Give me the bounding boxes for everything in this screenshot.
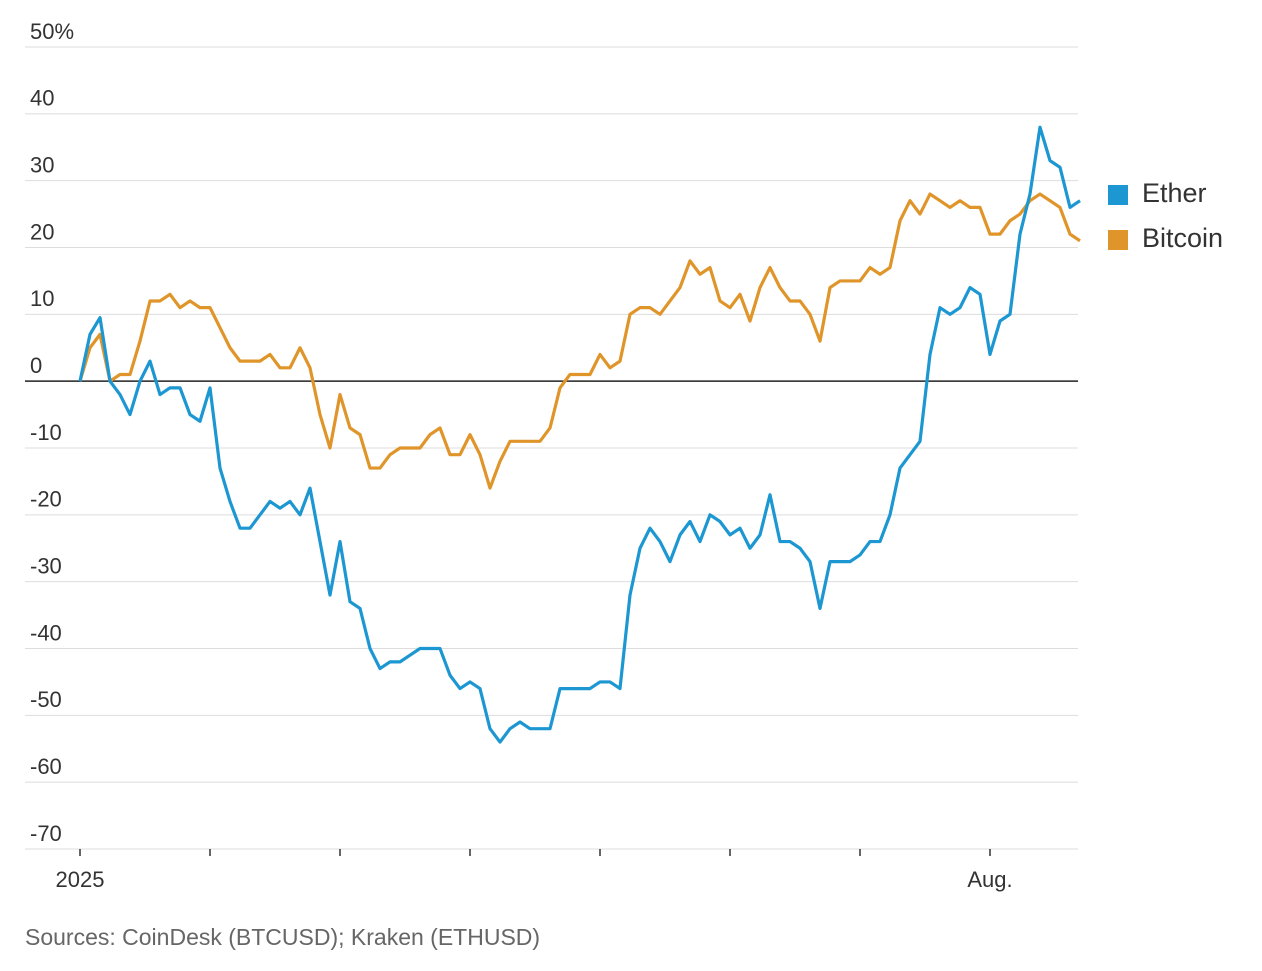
y-tick-label: -70	[30, 821, 62, 846]
data-line	[78, 192, 1081, 490]
y-tick-label: 0	[30, 353, 42, 378]
y-tick-label: 10	[30, 286, 54, 311]
y-tick-label: -50	[30, 687, 62, 712]
legend-label: Ether	[1142, 178, 1207, 208]
x-tick-label: Aug.	[967, 867, 1012, 892]
x-tick-label: 2025	[56, 867, 105, 892]
y-tick-label: -60	[30, 754, 62, 779]
legend-label: Bitcoin	[1142, 223, 1223, 253]
source-note: Sources: CoinDesk (BTCUSD); Kraken (ETHU…	[25, 924, 540, 950]
y-tick-label: -10	[30, 420, 62, 445]
y-tick-label: -20	[30, 487, 62, 512]
y-tick-label: 20	[30, 219, 54, 244]
y-tick-label: 40	[30, 86, 54, 111]
y-tick-label: 50%	[30, 19, 74, 44]
legend-swatch	[1108, 185, 1128, 205]
data-line	[78, 125, 1081, 744]
legend-swatch	[1108, 230, 1128, 250]
y-tick-label: 30	[30, 152, 54, 177]
y-tick-label: -40	[30, 620, 62, 645]
y-tick-label: -30	[30, 553, 62, 578]
